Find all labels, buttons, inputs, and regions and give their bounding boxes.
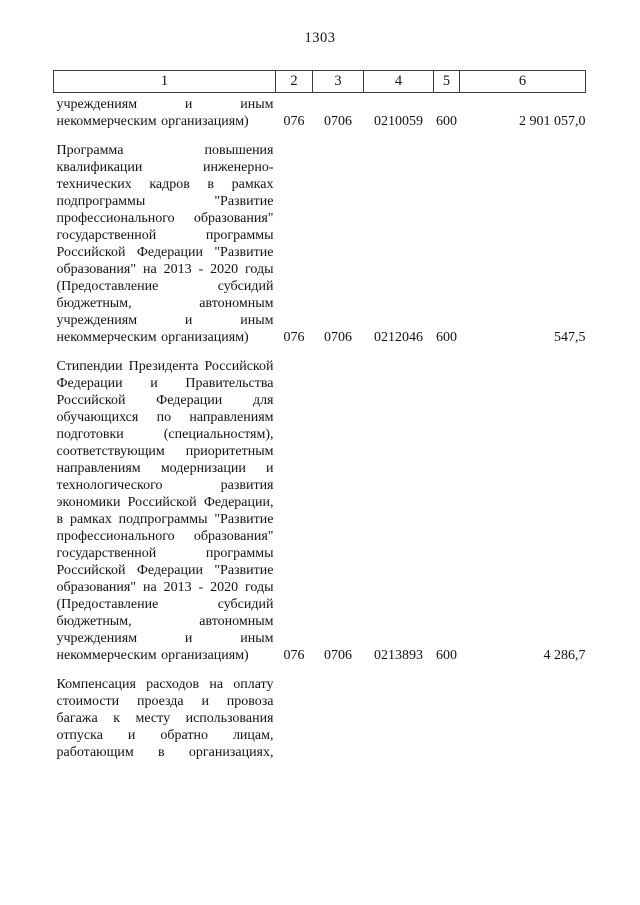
section-code-cell: 0706 <box>324 330 352 345</box>
table-row: Стипендии Президента Российской Федераци… <box>54 346 586 664</box>
target-article-cell: 0212046 <box>374 330 423 345</box>
grbs-code-cell: 076 <box>283 648 305 663</box>
table-header-row: 1 2 3 4 5 6 <box>53 70 586 93</box>
amount-cell: 4 286,7 <box>543 648 586 663</box>
grbs-code-cell: 076 <box>283 330 305 345</box>
budget-table: 1 2 3 4 5 6 учреждениям и иным некоммерч… <box>53 70 586 761</box>
column-header-3: 3 <box>312 70 364 93</box>
target-article-cell <box>364 664 434 761</box>
column-header-6: 6 <box>459 70 586 93</box>
expense-type-cell: 600 <box>436 648 457 663</box>
table-row: учреждениям и иным некоммерческим органи… <box>54 93 586 131</box>
section-code-cell: 0706 <box>324 648 352 663</box>
amount-cell: 547,5 <box>554 330 586 345</box>
table-row: Программа повышения квалификации инженер… <box>54 130 586 346</box>
target-article-cell: 0210059 <box>374 114 423 129</box>
expense-type-cell: 600 <box>436 330 457 345</box>
table-row: Компенсация расходов на оплату стоимости… <box>54 664 586 761</box>
grbs-code-cell <box>276 664 313 761</box>
column-header-1: 1 <box>53 70 276 93</box>
amount-cell: 2 901 057,0 <box>519 114 586 129</box>
section-code-cell <box>313 664 364 761</box>
grbs-code-cell: 076 <box>283 114 305 129</box>
name-cell: учреждениям и иным некоммерческим органи… <box>56 97 274 129</box>
name-cell: Программа повышения квалификации инженер… <box>56 143 274 345</box>
name-cell: Стипендии Президента Российской Федераци… <box>56 359 274 663</box>
section-code-cell: 0706 <box>324 114 352 129</box>
column-header-5: 5 <box>433 70 460 93</box>
column-header-2: 2 <box>275 70 313 93</box>
name-cell: Компенсация расходов на оплату стоимости… <box>56 677 274 760</box>
expense-type-cell <box>434 664 460 761</box>
page-number: 1303 <box>304 30 336 46</box>
target-article-cell: 0213893 <box>374 648 423 663</box>
column-header-4: 4 <box>363 70 434 93</box>
amount-cell <box>460 664 586 761</box>
expense-type-cell: 600 <box>436 114 457 129</box>
